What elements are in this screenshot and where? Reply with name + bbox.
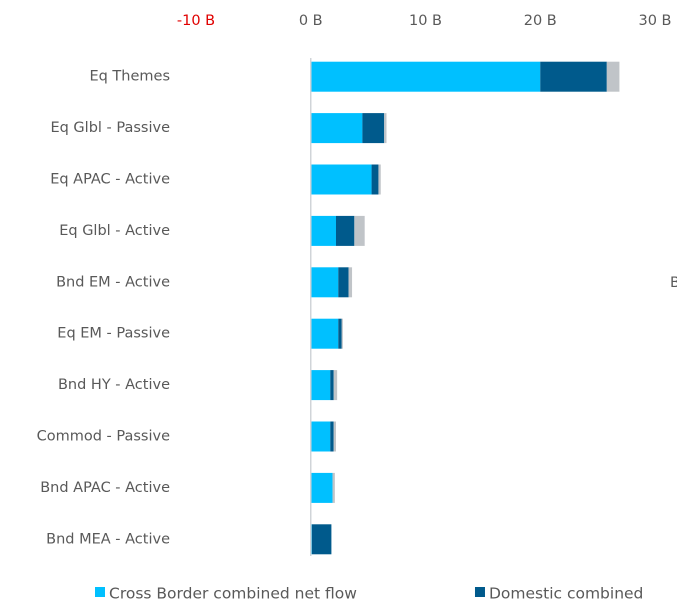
legend-label: Domestic combined — [489, 585, 643, 603]
bar-segment — [362, 113, 385, 144]
x-tick-label: 20 B — [524, 13, 557, 29]
y-tick-label: Eq Glbl - Passive — [50, 120, 170, 136]
bar-segment — [310, 472, 333, 503]
bar-segment — [330, 370, 334, 401]
x-tick-label: 10 B — [409, 13, 442, 29]
bar-segment — [310, 267, 339, 298]
y-tick-label: Bnd EM - Active — [56, 274, 170, 290]
x-tick-label: -10 B — [177, 13, 215, 29]
legend-label: Cross Border combined net flow — [109, 585, 357, 603]
legend-swatch — [474, 587, 485, 597]
bar-segment — [354, 215, 365, 246]
bar-segment — [371, 164, 379, 195]
bar-segment — [311, 524, 332, 555]
bar-segment — [348, 267, 353, 298]
x-tick-label: 30 B — [638, 13, 671, 29]
bar-segment — [310, 215, 336, 246]
y-tick-label: Bnd MEA - Active — [46, 531, 170, 547]
bar-segment — [310, 318, 339, 349]
legend-swatch — [95, 587, 105, 597]
bar-segment — [338, 267, 349, 298]
y-tick-label: Commod - Passive — [37, 429, 170, 445]
bar-segment — [310, 113, 363, 144]
y-tick-label: Bnd HY - Active — [58, 377, 170, 393]
bar-segment — [310, 370, 331, 401]
bar-segment — [310, 421, 331, 452]
x-tick-label: 0 B — [299, 13, 323, 29]
y-tick-label: Eq EM - Passive — [57, 326, 170, 342]
bar-segment — [338, 318, 342, 349]
bar-segment — [378, 164, 381, 195]
bar-segment — [335, 215, 355, 246]
bar-segment — [310, 164, 372, 195]
y-tick-label: Eq Themes — [89, 69, 170, 85]
y-tick-label: Bnd APAC - Active — [40, 480, 170, 496]
bar-segment — [606, 61, 620, 92]
annotation: B — [670, 275, 677, 291]
bar-segment — [310, 61, 541, 92]
y-tick-label: Eq APAC - Active — [50, 172, 170, 188]
bar-segment — [341, 318, 343, 349]
bar-segment — [540, 61, 607, 92]
y-tick-label: Eq Glbl - Active — [59, 223, 170, 239]
bar-segment — [333, 370, 338, 401]
bar-segment — [384, 113, 387, 144]
bar-segment — [333, 421, 336, 452]
bar-segment — [330, 421, 334, 452]
bar-segment — [332, 472, 335, 503]
